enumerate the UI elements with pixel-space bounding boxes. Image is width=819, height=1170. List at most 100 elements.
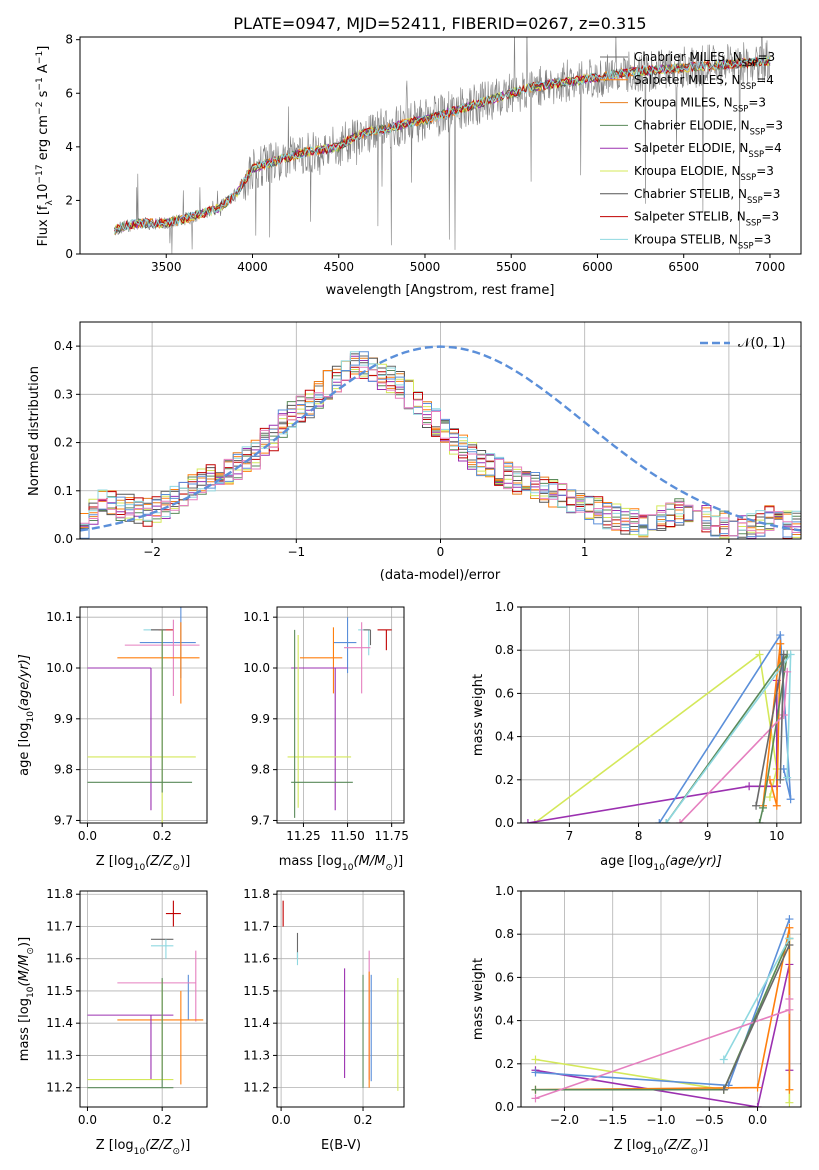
weight-line	[665, 654, 788, 823]
y-tick-label: 1.0	[495, 600, 514, 614]
y-tick-label: 8	[65, 33, 73, 47]
weight-marker	[745, 782, 754, 791]
label-part: 10	[26, 986, 36, 998]
y-tick-label: 0.0	[495, 816, 514, 830]
x-axis-label: Z [log10(Z/Z⊙)]	[96, 854, 191, 873]
y-tick-label: 0.0	[54, 532, 73, 546]
weight-marker	[531, 1085, 540, 1094]
x-tick-label: 0.0	[272, 1113, 291, 1127]
label-part: (M/M	[354, 854, 386, 869]
label-part: SSP	[741, 172, 757, 182]
y-axis-label: Normed distribution	[27, 366, 42, 496]
axes-frame	[276, 890, 405, 1108]
y-tick-label: 0.8	[495, 927, 514, 941]
label-part: mass [log	[17, 998, 32, 1061]
weight-marker	[676, 819, 685, 823]
y-tick-label: 9.9	[251, 712, 270, 726]
label-part: 10	[26, 711, 36, 723]
y-tick-label: 9.8	[251, 763, 270, 777]
y-tick-label: 4	[65, 140, 73, 154]
y-tick-label: 10.1	[46, 610, 73, 624]
weight-marker	[531, 1055, 540, 1064]
x-tick-label: 5000	[410, 260, 441, 274]
y-tick-label: 11.2	[46, 1081, 73, 1095]
label-part: Salpeter STELIB, N	[634, 210, 746, 224]
y-tick-label: 0.0	[495, 1100, 514, 1114]
legend-label: Chabrier ELODIE, NSSP=3	[634, 118, 783, 136]
x-tick-label: 8	[635, 829, 643, 843]
weight-line	[723, 938, 791, 1060]
weight-line	[535, 938, 791, 1091]
label-part: (Z/Z	[145, 1138, 173, 1153]
weight-marker	[783, 667, 792, 676]
label-part: =4	[756, 73, 774, 87]
label-part: −17	[35, 164, 45, 183]
y-tick-label: 0.8	[495, 643, 514, 657]
panel-age-vs-Z: 0.0 0.29.79.89.910.010.1Z [log10(Z/Z⊙)]ag…	[17, 606, 208, 873]
weight-line	[535, 918, 791, 1087]
y-tick-label: 11.8	[243, 887, 270, 901]
x-tick-label: 9	[704, 829, 712, 843]
weight-marker	[776, 631, 785, 640]
y-tick-label: 0.1	[54, 484, 73, 498]
x-tick-label: 11.25	[286, 829, 320, 843]
label-part: ⊙	[173, 863, 181, 873]
label-part: Salpeter MILES, N	[634, 73, 741, 87]
label-part: =3	[757, 50, 775, 64]
label-part: 10	[134, 863, 146, 873]
y-axis-label: mass [log10(M/M⊙)]	[17, 937, 36, 1061]
y-axis-label: age [log10(age/yr)]	[17, 654, 36, 776]
plot-area	[87, 900, 204, 1089]
weight-line	[658, 632, 792, 823]
label-part: Chabrier ELODIE, N	[634, 118, 750, 132]
legend-label: Salpeter STELIB, NSSP=3	[634, 210, 779, 228]
label-part: Z [log	[614, 1138, 652, 1153]
y-tick-label: 9.7	[54, 813, 73, 827]
weight-marker	[779, 711, 788, 719]
axes-frame	[79, 36, 802, 255]
x-axis-label: mass [log10(M/M⊙)]	[279, 854, 403, 873]
panel-mass-vs-Z: 0.0 0.2 11.2 11.3 11.4 11.5 11.6 11.7 11.8 Z [log…	[17, 887, 208, 1157]
y-tick-label: 0.4	[495, 730, 514, 744]
x-tick-label: 0.0	[748, 1113, 767, 1127]
label-part: A	[36, 64, 51, 77]
label-part: )]	[180, 854, 190, 869]
x-tick-label: 6500	[668, 260, 699, 274]
weight-marker	[786, 650, 795, 659]
x-tick-label: −2	[143, 545, 161, 559]
label-part: )]	[698, 1138, 708, 1153]
label-part: (age/yr)]	[665, 854, 722, 869]
plot-area	[80, 345, 801, 539]
label-part: )]	[393, 854, 403, 869]
label-part: (Z/Z	[663, 1138, 691, 1153]
x-axis-label: Z [log10(Z/Z⊙)]	[614, 1138, 709, 1157]
legend-label: Chabrier MILES, NSSP=3	[634, 50, 775, 68]
y-tick-label: 0	[65, 247, 73, 261]
label-part: −2	[35, 102, 45, 115]
y-tick-label: 6	[65, 86, 73, 100]
legend-label: Salpeter MILES, NSSP=4	[634, 73, 774, 91]
label-part: SSP	[733, 104, 749, 114]
x-tick-label: 4500	[323, 260, 354, 274]
weight-line	[679, 671, 788, 823]
x-tick-label: 2	[725, 545, 733, 559]
legend-label: Chabrier STELIB, NSSP=3	[634, 187, 780, 205]
x-tick-label: 6000	[582, 260, 613, 274]
panel-age-vs-mass: 11.25 11.50 11.75 9.7 9.8 9.9 10.0 10.1 mass [lo…	[243, 606, 409, 873]
label-part: (Z/Z	[145, 854, 173, 869]
label-part: ]	[36, 46, 51, 51]
y-tick-label: 10.0	[46, 661, 73, 675]
plot-area	[523, 631, 795, 823]
label-part: −1	[35, 77, 45, 90]
x-tick-label: 0.0	[78, 829, 97, 843]
plot-area	[287, 617, 392, 818]
plot-area	[282, 900, 399, 1091]
y-tick-label: 0.4	[54, 339, 73, 353]
y-tick-label: 9.8	[54, 763, 73, 777]
panel-spectrum: 3500 4000 4500 5000 5500 6000 6500 7000 0 2 4 6 8 wav…	[35, 33, 802, 298]
y-axis-label: mass weight	[471, 674, 486, 756]
label-part: )]	[17, 937, 32, 947]
weight-marker	[772, 801, 781, 810]
weight-marker	[523, 819, 532, 823]
